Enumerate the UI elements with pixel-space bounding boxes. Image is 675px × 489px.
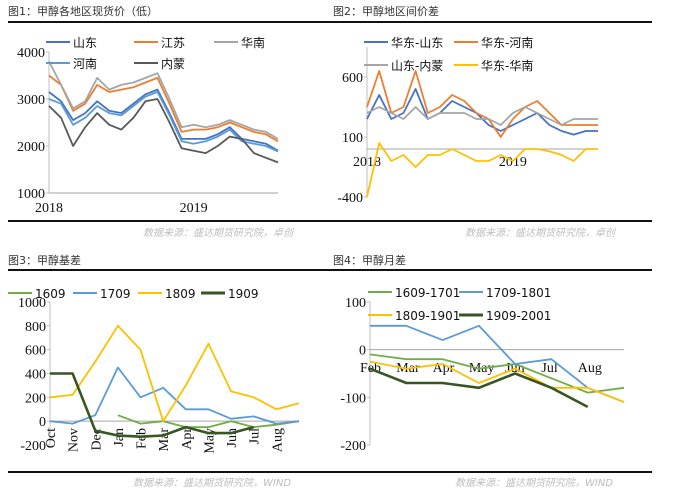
y-tick-label: 100 (345, 296, 366, 311)
panel-3-title: 图3：甲醇基差 (8, 254, 81, 267)
panel-1-top-rule (8, 21, 330, 23)
legend-label: 山东 (73, 36, 97, 50)
panel-2-top-rule (330, 21, 652, 23)
x-tick-label: Jul (248, 428, 263, 444)
series-line-华东-华南 (366, 142, 598, 198)
panel-3-source: 数据来源：盛达期货研究院，WIND (133, 478, 292, 489)
panel-2-title: 图2：甲醇地区间价差 (333, 5, 439, 18)
legend-label: 华东-华南 (481, 58, 533, 73)
x-tick-label: 2019 (499, 155, 527, 170)
legend-label: 河南 (73, 56, 97, 71)
y-tick-label: 200 (25, 391, 46, 406)
panel-2-bottom-rule (330, 220, 652, 222)
x-tick-label: Dec (89, 428, 104, 451)
x-tick-label: May (202, 428, 217, 454)
series-line-华南 (48, 60, 279, 140)
legend-label: 1609 (35, 287, 66, 301)
x-tick-label: 2018 (35, 201, 63, 216)
panel-3-bottom-rule (8, 471, 340, 473)
legend-label: 内蒙 (161, 57, 185, 71)
x-tick-label: Aug (270, 428, 285, 452)
x-tick-label: Jul (541, 361, 557, 376)
series-line-1909-2001 (369, 367, 589, 409)
y-tick-label: -200 (340, 439, 366, 454)
panel-4-top-rule (330, 269, 652, 271)
x-tick-label: Feb (135, 428, 150, 449)
panel-1-bottom-rule (8, 220, 330, 222)
legend-label: 1809-1901 (395, 309, 460, 323)
series-line-内蒙 (48, 98, 279, 164)
x-tick-label: Oct (44, 428, 59, 448)
y-tick-label: -100 (340, 391, 366, 406)
panel-4-title: 图4：甲醇月差 (333, 254, 406, 267)
series-line-1609-1701 (369, 353, 625, 394)
panel-3-top-rule (8, 269, 340, 271)
y-tick-label: 0 (359, 344, 366, 359)
legend-label: 1809 (165, 287, 196, 301)
y-tick-label: 600 (25, 344, 46, 359)
series-line-1709 (49, 366, 300, 425)
legend-label: 华南 (241, 35, 265, 50)
y-tick-label: 1000 (17, 187, 45, 202)
legend-label: 山东-内蒙 (391, 59, 443, 73)
y-tick-label: 4000 (17, 46, 45, 61)
x-tick-label: Jan (112, 428, 127, 447)
series-line-1909 (50, 372, 255, 439)
series-line-华东-山东 (366, 88, 598, 136)
y-tick-label: 400 (25, 368, 46, 383)
x-tick-label: Mar (157, 428, 172, 452)
legend-label: 华东-河南 (481, 35, 533, 50)
legend-label: 1709 (100, 287, 131, 301)
series-line-1709-1801 (370, 324, 625, 403)
x-tick-label: Apr (180, 428, 195, 450)
panel-2-source: 数据来源：盛达期货研究院，卓创 (465, 228, 615, 239)
legend-label: 1609-1701 (395, 286, 460, 300)
series-line-1809 (49, 324, 300, 423)
series-line-山东-内蒙 (366, 106, 598, 126)
y-tick-label: -200 (20, 439, 46, 454)
series-line-1609 (117, 414, 300, 429)
x-tick-label: 2019 (180, 201, 208, 216)
series-line-1809-1901 (369, 360, 625, 403)
y-tick-label: 0 (39, 415, 46, 430)
panel-4-source: 数据来源：盛达期货研究院，WIND (455, 478, 614, 489)
series-line-江苏 (48, 74, 279, 143)
x-tick-label: Nov (67, 428, 82, 452)
y-tick-label: 1000 (18, 296, 46, 311)
y-tick-label: 2000 (17, 140, 45, 155)
legend-label: 1709-1801 (486, 286, 551, 300)
chart-3: -200 0 200 400 600 800 1000 Oct Nov Dec Jan Feb Mar A… (8, 287, 300, 454)
y-tick-label: -400 (337, 191, 363, 206)
legend-label: 1909-2001 (486, 309, 551, 323)
legend-label: 1909 (228, 287, 259, 301)
panel-1-source: 数据来源：盛达期货研究院，卓创 (143, 228, 293, 239)
y-tick-label: 600 (342, 71, 363, 86)
series-line-华东-河南 (366, 70, 598, 138)
panel-4-bottom-rule (330, 471, 652, 473)
y-tick-label: 3000 (17, 93, 45, 108)
x-tick-label: Aug (578, 361, 602, 376)
panel-1-title: 图1：甲醇各地区现货价（低） (8, 5, 158, 18)
legend-label: 江苏 (161, 36, 185, 50)
legend-label: 华东-山东 (391, 36, 443, 50)
y-tick-label: 100 (342, 131, 363, 146)
series-line-山东 (48, 88, 279, 152)
y-tick-label: 800 (25, 320, 46, 335)
